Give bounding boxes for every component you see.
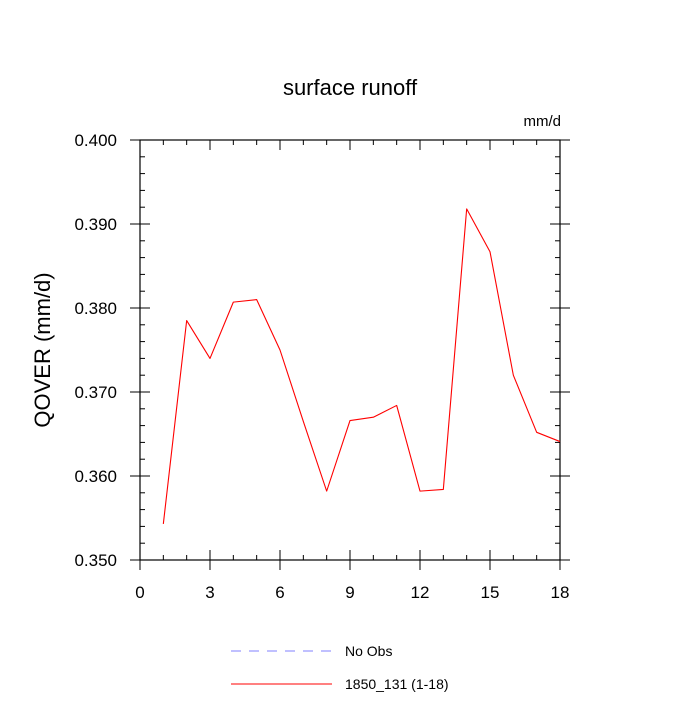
x-tick-label: 12 [411, 583, 430, 602]
y-tick-label: 0.390 [74, 215, 117, 234]
plot-frame [139, 139, 561, 561]
x-tick-label: 6 [275, 583, 284, 602]
units-label: mm/d [524, 113, 562, 130]
chart-title: surface runoff [283, 75, 418, 100]
x-tick-label: 9 [345, 583, 354, 602]
series-layer [162, 208, 561, 524]
y-tick-label: 0.370 [74, 383, 117, 402]
x-tick-label: 3 [205, 583, 214, 602]
legend: No Obs 1850_131 (1-18) [231, 643, 449, 692]
x-tick-label: 18 [551, 583, 570, 602]
legend-label: No Obs [345, 643, 392, 659]
y-tick-label: 0.360 [74, 467, 117, 486]
series-line [162, 208, 561, 524]
y-tick-label: 0.380 [74, 299, 117, 318]
x-tick-label: 0 [135, 583, 144, 602]
x-axis-ticks: 0 3 6 9 12 15 18 [135, 140, 569, 602]
y-tick-label: 0.400 [74, 131, 117, 150]
y-axis-label: QOVER (mm/d) [30, 272, 55, 427]
legend-label: 1850_131 (1-18) [345, 676, 449, 692]
y-axis-ticks: 0.350 0.360 0.370 0.380 0.390 0.400 [74, 131, 570, 570]
x-tick-label: 15 [481, 583, 500, 602]
y-tick-label: 0.350 [74, 551, 117, 570]
